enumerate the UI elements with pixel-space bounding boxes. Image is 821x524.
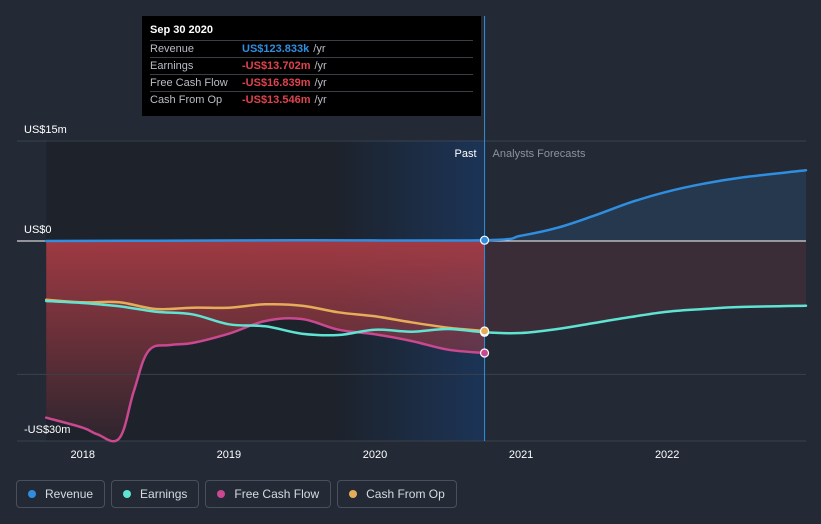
x-tick-label: 2022 bbox=[655, 449, 679, 461]
forecast-label: Analysts Forecasts bbox=[493, 148, 586, 160]
tooltip-row: Earnings -US$13.702m/yr bbox=[150, 57, 473, 74]
tooltip-row-unit: /yr bbox=[313, 43, 326, 55]
tooltip-row-value: -US$13.546m bbox=[242, 94, 311, 106]
legend-label: Cash From Op bbox=[366, 487, 445, 501]
past-label: Past bbox=[455, 148, 477, 160]
x-tick-label: 2019 bbox=[217, 449, 241, 461]
x-tick-label: 2021 bbox=[509, 449, 533, 461]
tooltip-row-unit: /yr bbox=[314, 60, 327, 72]
x-tick-label: 2020 bbox=[363, 449, 387, 461]
tooltip-rows: Revenue US$123.833k/yr Earnings -US$13.702m… bbox=[150, 40, 473, 108]
series-lines bbox=[44, 169, 808, 443]
cash-from-op-marker[interactable] bbox=[479, 326, 490, 336]
tooltip-row: Cash From Op -US$13.546m/yr bbox=[150, 91, 473, 108]
tooltip-row-label: Earnings bbox=[150, 60, 194, 72]
tooltip-row-label: Revenue bbox=[150, 43, 195, 55]
tooltip-row-value: -US$16.839m bbox=[242, 77, 311, 89]
tooltip-row-unit: /yr bbox=[314, 77, 327, 89]
y-tick-label: -US$30m bbox=[24, 424, 70, 436]
tooltip-row-value: -US$13.702m bbox=[242, 60, 311, 72]
earnings-line bbox=[44, 299, 808, 337]
legend-item-free-cash-flow[interactable]: Free Cash Flow bbox=[205, 480, 332, 508]
tooltip-row-value: US$123.833k bbox=[242, 43, 310, 55]
free-cash-flow-marker[interactable] bbox=[479, 348, 490, 358]
legend-label: Earnings bbox=[140, 487, 188, 501]
hover-tooltip: Sep 30 2020 Revenue US$123.833k/yr Earning… bbox=[142, 16, 481, 116]
legend-item-cash-from-op[interactable]: Cash From Op bbox=[337, 480, 457, 508]
tooltip-row-unit: /yr bbox=[314, 94, 327, 106]
x-tick-label: 2018 bbox=[71, 449, 95, 461]
legend-dot-icon bbox=[349, 490, 358, 498]
revenue-marker[interactable] bbox=[479, 235, 490, 245]
negative-earnings-area bbox=[46, 241, 485, 442]
series-markers bbox=[479, 235, 490, 358]
chart-legend: Revenue Earnings Free Cash Flow Cash From O… bbox=[16, 480, 457, 508]
tooltip-row: Free Cash Flow -US$16.839m/yr bbox=[150, 74, 473, 91]
revenue-line bbox=[44, 169, 808, 243]
free-cash-flow-line bbox=[44, 316, 486, 443]
revenue-forecast-area bbox=[484, 170, 806, 241]
legend-label: Revenue bbox=[45, 487, 94, 501]
cash-from-op-line bbox=[44, 298, 486, 333]
tooltip-date: Sep 30 2020 bbox=[150, 24, 213, 36]
y-tick-label: US$0 bbox=[24, 224, 52, 236]
tooltip-row-label: Cash From Op bbox=[150, 94, 223, 106]
legend-label: Free Cash Flow bbox=[234, 487, 320, 501]
y-tick-label: US$15m bbox=[24, 124, 67, 136]
legend-item-revenue[interactable]: Revenue bbox=[16, 480, 106, 508]
legend-dot-icon bbox=[217, 490, 226, 498]
y-axis-labels: US$15m US$0 -US$30m bbox=[24, 124, 70, 436]
legend-dot-icon bbox=[28, 490, 36, 498]
legend-item-earnings[interactable]: Earnings bbox=[111, 480, 200, 508]
tooltip-row: Revenue US$123.833k/yr bbox=[150, 40, 473, 57]
tooltip-row-label: Free Cash Flow bbox=[150, 77, 228, 89]
x-axis-labels: 2018 2019 2020 2021 2022 bbox=[71, 449, 680, 461]
forecast-negative-area bbox=[484, 241, 806, 334]
legend-dot-icon bbox=[123, 490, 132, 498]
